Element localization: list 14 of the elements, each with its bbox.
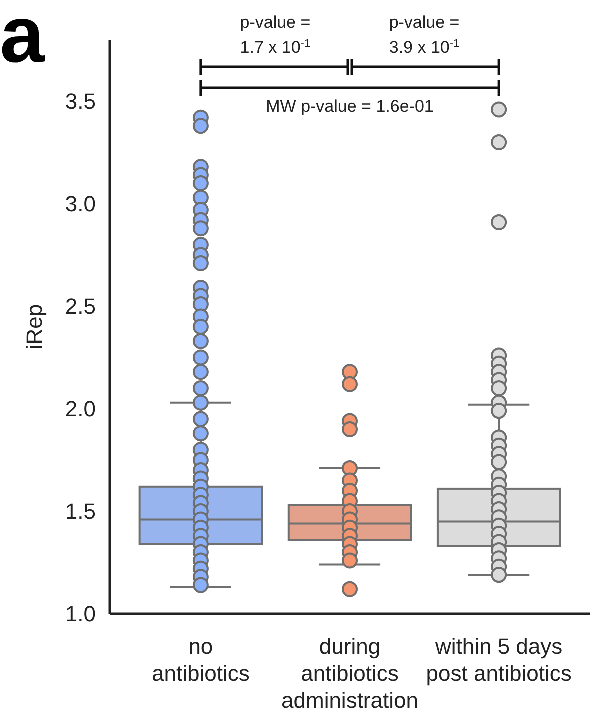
x-tick-label: during antibiotics administration [282, 634, 418, 713]
annotation: p-value = 3.9 x 10$^{-1}$ [389, 13, 460, 57]
y-tick-label: 3.5 [65, 89, 96, 114]
y-tick-label: 2.5 [65, 294, 96, 320]
x-tick-label: within 5 days post antibiotics [426, 634, 572, 686]
annotation: p-value = 1.7 x 10$^{-1}$ [240, 13, 311, 57]
y-tick-label: 1.5 [65, 499, 96, 524]
x-tick-label: no antibiotics [152, 634, 250, 686]
annotation: MW p-value = 1.6e-01 [266, 97, 434, 116]
text: a [0, 0, 45, 79]
y-tick-label: 3.0 [65, 192, 96, 217]
y-tick-label: 1.0 [65, 602, 96, 627]
y-tick-label: 2.0 [65, 396, 96, 422]
y-axis-title: iRep [22, 304, 47, 350]
